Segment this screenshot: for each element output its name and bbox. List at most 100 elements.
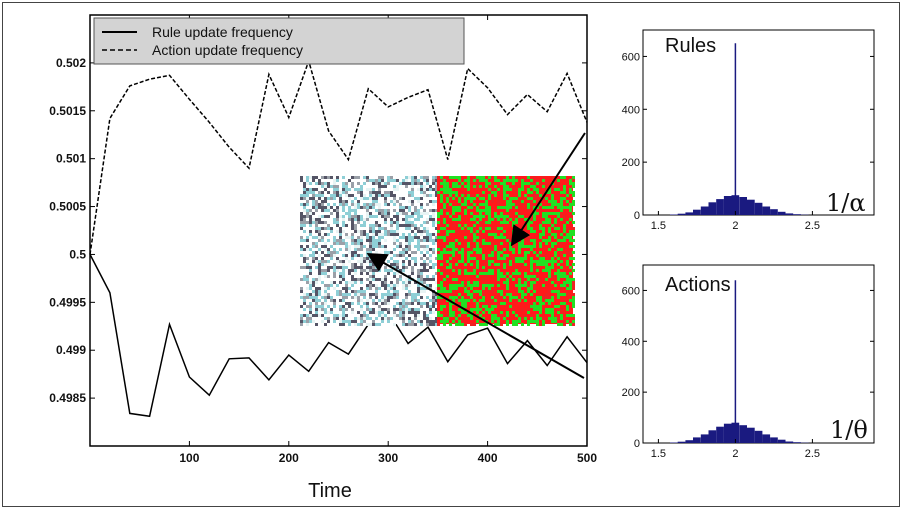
inset-cell — [363, 197, 366, 200]
inset-cell — [336, 191, 339, 194]
inset-cell — [482, 293, 485, 296]
inset-cell — [423, 236, 426, 239]
inset-cell — [554, 251, 557, 254]
inset-cell — [500, 218, 503, 221]
inset-cell — [461, 305, 464, 308]
inset-cell — [390, 296, 393, 299]
inset-cell — [476, 194, 479, 197]
inset-cell — [479, 224, 482, 227]
inset-cell — [563, 197, 566, 200]
inset-cell — [333, 188, 336, 191]
inset-cell — [503, 248, 506, 251]
inset-cell — [446, 230, 449, 233]
inset-cell — [479, 221, 482, 224]
inset-cell — [375, 200, 378, 203]
inset-cell — [396, 215, 399, 218]
inset-cell — [354, 320, 357, 323]
inset-cell — [566, 284, 569, 287]
inset-cell — [494, 218, 497, 221]
inset-cell — [327, 254, 330, 257]
inset-cell — [354, 242, 357, 245]
inset-cell — [312, 320, 315, 323]
inset-cell — [503, 260, 506, 263]
inset-cell — [452, 248, 455, 251]
inset-cell — [539, 242, 542, 245]
inset-cell — [384, 275, 387, 278]
inset-cell — [539, 254, 542, 257]
inset-cell — [560, 284, 563, 287]
inset-cell — [497, 317, 500, 320]
inset-cell — [521, 185, 524, 188]
inset-cell — [354, 293, 357, 296]
inset-cell — [429, 323, 432, 326]
inset-cell — [443, 194, 446, 197]
inset-cell — [426, 305, 429, 308]
inset-cell — [384, 212, 387, 215]
inset-cell — [491, 182, 494, 185]
inset-cell — [476, 245, 479, 248]
inset-cell — [333, 275, 336, 278]
inset-cell — [369, 188, 372, 191]
inset-cell — [527, 197, 530, 200]
inset-cell — [563, 239, 566, 242]
inset-cell — [303, 239, 306, 242]
inset-cell — [330, 254, 333, 257]
inset-cell — [309, 182, 312, 185]
inset-cell — [351, 266, 354, 269]
inset-cell — [309, 233, 312, 236]
inset-cell — [506, 293, 509, 296]
inset-cell — [449, 296, 452, 299]
inset-cell — [420, 272, 423, 275]
inset-cell — [458, 197, 461, 200]
inset-cell — [506, 272, 509, 275]
inset-cell — [393, 305, 396, 308]
inset-cell — [396, 266, 399, 269]
inset-cell — [482, 287, 485, 290]
inset-cell — [432, 320, 435, 323]
inset-cell — [530, 287, 533, 290]
inset-cell — [429, 236, 432, 239]
inset-cell — [318, 254, 321, 257]
inset-cell — [530, 302, 533, 305]
inset-cell — [321, 176, 324, 179]
inset-cell — [566, 293, 569, 296]
inset-cell — [545, 293, 548, 296]
inset-cell — [476, 176, 479, 179]
inset-cell — [494, 317, 497, 320]
inset-cell — [527, 281, 530, 284]
inset-cell — [351, 185, 354, 188]
inset-cell — [476, 263, 479, 266]
inset-cell — [500, 275, 503, 278]
inset-cell — [423, 269, 426, 272]
inset-cell — [566, 206, 569, 209]
inset-cell — [366, 251, 369, 254]
inset-cell — [396, 302, 399, 305]
inset-cell — [536, 260, 539, 263]
inset-cell — [521, 290, 524, 293]
inset-cell — [309, 305, 312, 308]
inset-cell — [569, 284, 572, 287]
inset-cell — [306, 200, 309, 203]
inset-cell — [548, 230, 551, 233]
inset-cell — [420, 206, 423, 209]
inset-cell — [357, 254, 360, 257]
inset-cell — [369, 251, 372, 254]
inset-cell — [563, 299, 566, 302]
inset-cell — [440, 299, 443, 302]
inset-cell — [572, 317, 575, 320]
inset-cell — [393, 179, 396, 182]
inset-cell — [408, 254, 411, 257]
inset-cell — [330, 251, 333, 254]
inset-cell — [402, 254, 405, 257]
inset-cell — [482, 197, 485, 200]
inset-cell — [569, 179, 572, 182]
inset-cell — [315, 236, 318, 239]
inset-cell — [414, 251, 417, 254]
inset-cell — [330, 206, 333, 209]
inset-cell — [405, 248, 408, 251]
inset-cell — [342, 224, 345, 227]
inset-cell — [381, 209, 384, 212]
inset-cell — [500, 224, 503, 227]
inset-cell — [393, 263, 396, 266]
inset-cell — [360, 239, 363, 242]
